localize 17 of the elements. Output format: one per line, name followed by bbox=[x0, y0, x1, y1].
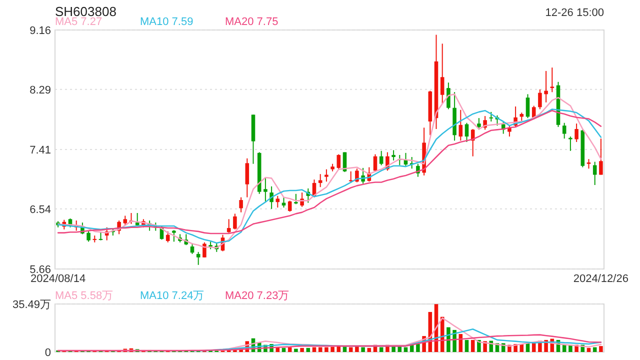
y-tick-label: 5.66 bbox=[30, 264, 51, 276]
y-tick-label: 35.49万 bbox=[12, 299, 51, 311]
y-tick-label: 6.54 bbox=[30, 204, 51, 216]
y-tick-label: 8.29 bbox=[30, 84, 51, 96]
legend-label: MA10 7.59 bbox=[140, 16, 194, 28]
y-tick-label: 7.41 bbox=[30, 144, 51, 156]
legend-label: MA5 5.58万 bbox=[55, 290, 114, 302]
legend-label: MA5 7.27 bbox=[55, 16, 102, 28]
y-tick-label: 0 bbox=[44, 347, 51, 359]
x-tick-label: 2024/12/26 bbox=[573, 273, 628, 285]
y-tick-label: 9.16 bbox=[30, 25, 51, 37]
x-tick-label: 2024/08/14 bbox=[30, 273, 86, 285]
legend-label: MA10 7.24万 bbox=[140, 290, 204, 302]
title: SH603808 bbox=[55, 4, 116, 19]
annotation: 12-26 15:00 bbox=[545, 7, 604, 19]
legend-label: MA20 7.23万 bbox=[225, 290, 290, 302]
legend-label: MA20 7.75 bbox=[225, 16, 278, 28]
